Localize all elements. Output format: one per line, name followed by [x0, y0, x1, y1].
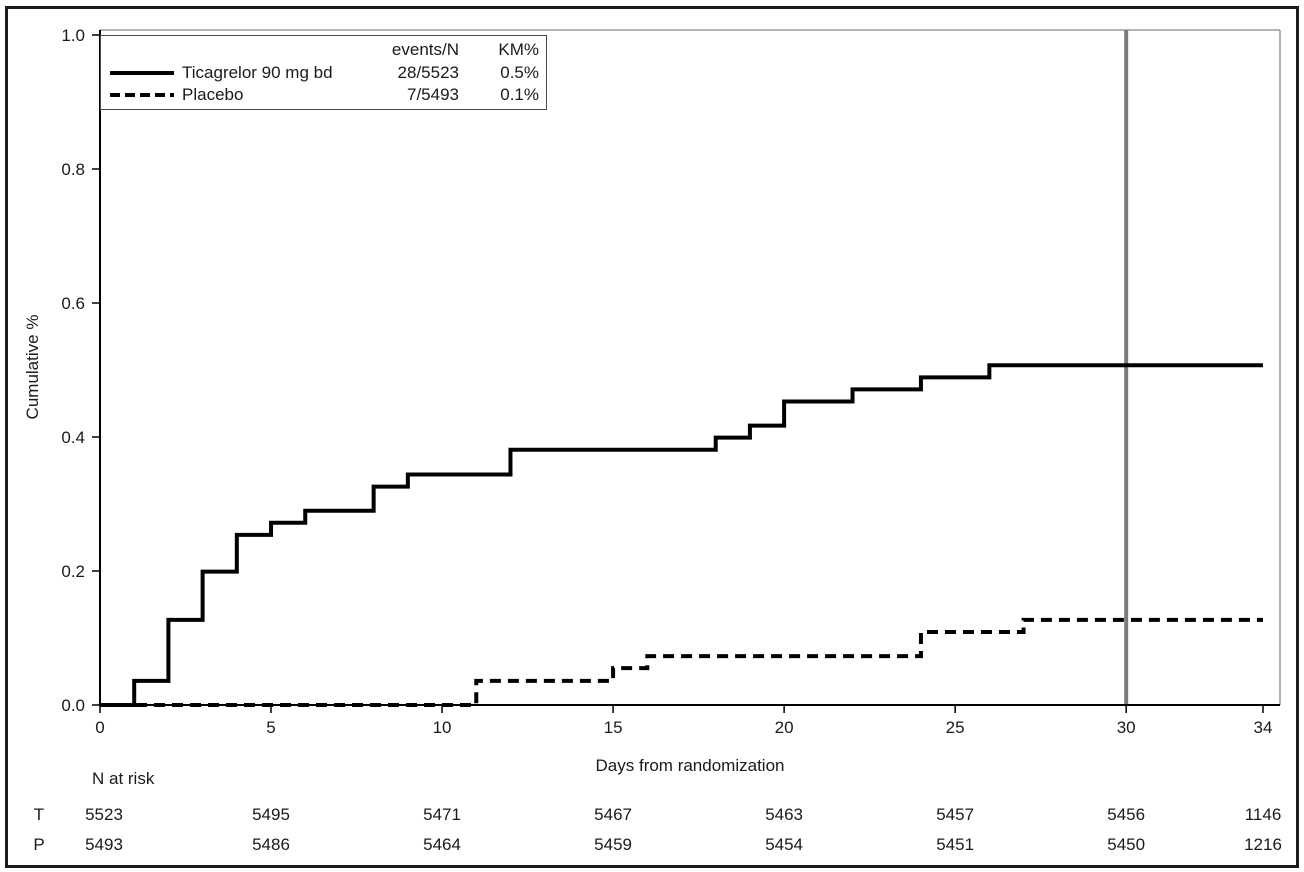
y-tick-label: 0.8: [61, 160, 85, 179]
legend-col-km-header: KM%: [498, 40, 539, 59]
risk-row-label-P: P: [33, 835, 45, 854]
x-axis-title: Days from randomization: [595, 756, 785, 775]
risk-row-label-T: T: [33, 805, 45, 824]
legend-ticagrelor-label: Ticagrelor 90 mg bd: [182, 62, 333, 82]
x-tick-label: 15: [604, 718, 623, 737]
risk-count: 5450: [1107, 835, 1146, 854]
x-tick-label: 10: [433, 718, 452, 737]
risk-count: 5523: [85, 805, 123, 824]
x-tick-label: 25: [946, 718, 965, 737]
y-tick-label: 0.2: [61, 562, 85, 581]
risk-count: 5456: [1107, 805, 1146, 824]
y-tick-label: 0.4: [61, 428, 85, 447]
ticagrelor-line-sample: [108, 69, 182, 77]
x-tick-label: 0: [95, 718, 104, 737]
legend-row-placebo: Placebo 7/5493 0.1%: [108, 84, 539, 106]
risk-count: 5457: [936, 805, 975, 824]
legend-header-row: events/N KM%: [108, 39, 539, 61]
x-tick-label: 30: [1117, 718, 1136, 737]
risk-count: 1216: [1244, 835, 1282, 854]
risk-count: 5463: [765, 805, 804, 824]
risk-count: 5493: [85, 835, 123, 854]
risk-count: 5459: [594, 835, 632, 854]
risk-count: 5451: [936, 835, 975, 854]
risk-count: 5495: [252, 805, 290, 824]
legend-ticagrelor-events: 28/5523: [397, 62, 459, 82]
x-tick-label: 20: [775, 718, 794, 737]
legend-ticagrelor-km: 0.5%: [500, 62, 539, 82]
risk-count: 5486: [252, 835, 290, 854]
risk-count: 5454: [765, 835, 804, 854]
y-tick-label: 0.6: [61, 294, 85, 313]
legend-col-events-header: events/N: [391, 40, 459, 59]
risk-count: 5471: [423, 805, 461, 824]
risk-count: 5467: [594, 805, 632, 824]
legend-row-ticagrelor: Ticagrelor 90 mg bd 28/5523 0.5%: [108, 62, 539, 84]
y-tick-label: 1.0: [61, 26, 85, 45]
legend-placebo-km: 0.1%: [500, 85, 539, 104]
legend-box: events/N KM% Ticagrelor 90 mg bd 28/5523…: [100, 35, 547, 110]
x-tick-label: 5: [266, 718, 275, 737]
placebo-line-sample: [108, 91, 182, 99]
n-at-risk-title: N at risk: [92, 769, 155, 788]
legend-placebo-label: Placebo: [182, 85, 244, 104]
risk-count: 1146: [1244, 805, 1282, 824]
x-tick-label: 34: [1254, 718, 1273, 737]
risk-count: 5464: [423, 835, 461, 854]
ticagrelor-curve: [100, 363, 1263, 707]
placebo-curve: [100, 617, 1263, 707]
legend-placebo-events: 7/5493: [407, 85, 459, 104]
y-tick-label: 0.0: [61, 696, 85, 715]
